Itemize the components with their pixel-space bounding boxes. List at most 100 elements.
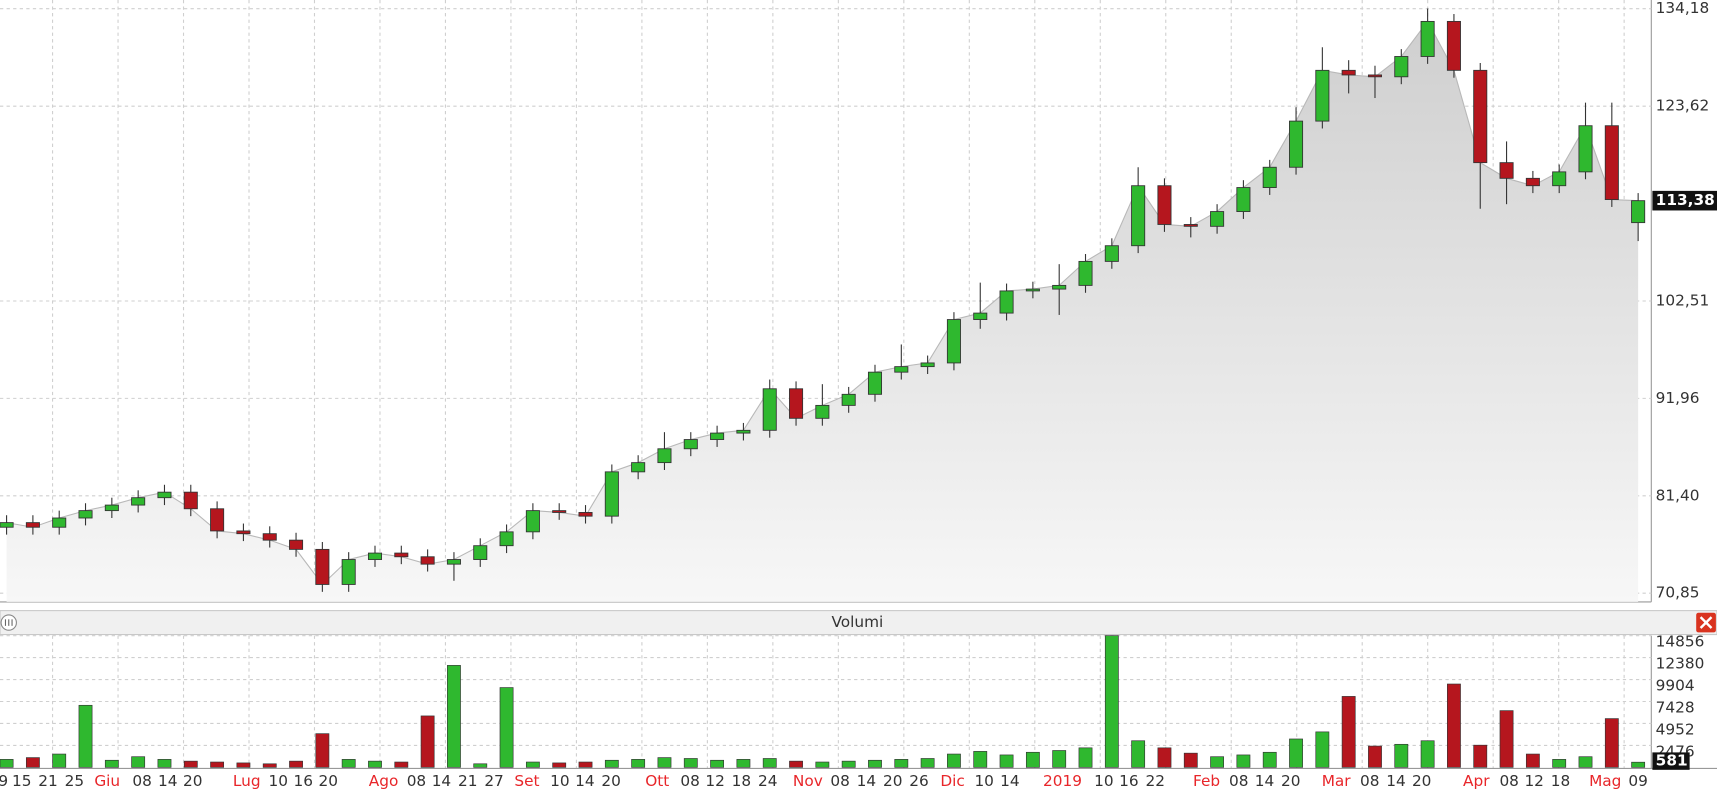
x-tick-label: 16: [1119, 772, 1138, 790]
candle-body: [1394, 56, 1409, 78]
candle-body: [604, 471, 619, 517]
candle-body: [1499, 162, 1514, 179]
volume-bar: [262, 763, 277, 768]
volume-bar: [52, 753, 67, 768]
volume-bar: [683, 758, 698, 768]
volume-title: Volumi: [832, 613, 884, 631]
last-price-box: [1652, 190, 1717, 211]
volume-bar: [236, 762, 251, 768]
candle-body: [1289, 120, 1304, 168]
candle-body: [1210, 211, 1225, 227]
x-tick-label: 08: [680, 772, 699, 790]
x-tick-label: 2019: [1043, 772, 1082, 790]
volume-bar: [289, 760, 303, 768]
volume-bar: [1236, 754, 1251, 768]
volume-bar: [1315, 731, 1330, 768]
candle-body: [1183, 224, 1198, 227]
volume-bar: [1104, 635, 1119, 768]
candle-body: [1552, 171, 1567, 187]
candle-body: [1420, 20, 1435, 57]
volume-bar: [710, 759, 725, 768]
x-tick-label: Nov: [793, 772, 823, 790]
x-tick-label: 20: [1281, 772, 1300, 790]
volume-bar: [1604, 718, 1619, 768]
volume-bar: [210, 761, 225, 768]
y-tick-label: 14856: [1656, 633, 1705, 651]
x-tick-label: Ago: [369, 772, 399, 790]
candle-body: [762, 388, 777, 431]
volume-bar: [1183, 752, 1198, 768]
volume-bar: [1289, 738, 1303, 768]
candle-body: [1025, 288, 1040, 292]
x-tick-label: 10: [550, 772, 569, 790]
close-button[interactable]: [1696, 612, 1716, 633]
candle-body: [1604, 125, 1619, 200]
x-tick-label: 08: [1229, 772, 1248, 790]
candle-body: [1341, 69, 1356, 76]
candle-body: [0, 522, 14, 528]
x-tick-label: Mag: [1589, 772, 1621, 790]
candle-body: [499, 531, 514, 547]
x-tick-label: 14: [1386, 772, 1405, 790]
candle-body: [1315, 69, 1330, 122]
candle-body: [525, 510, 540, 533]
candle-body: [25, 522, 40, 528]
candle-body: [683, 439, 698, 450]
candle-body: [552, 510, 567, 513]
candle-body: [104, 504, 119, 512]
x-tick-label: 12: [1524, 772, 1543, 790]
candle-body: [315, 548, 330, 585]
volume-bar: [973, 751, 988, 768]
x-tick-label: 18: [1551, 772, 1570, 790]
volume-bar: [894, 759, 909, 768]
x-tick-label: 18: [732, 772, 751, 790]
candle-body: [446, 559, 461, 565]
candle-body: [262, 533, 277, 541]
x-tick-label: 10: [269, 772, 288, 790]
volume-bar: [631, 759, 646, 768]
x-tick-label: 25: [65, 772, 84, 790]
volume-header: [0, 610, 1717, 636]
candle-body: [1236, 187, 1251, 212]
candle-body: [710, 432, 725, 440]
x-tick-label: 20: [601, 772, 620, 790]
volume-bar: [368, 760, 382, 768]
volume-bar: [447, 665, 461, 768]
x-tick-label: 14: [575, 772, 594, 790]
volume-bar: [131, 756, 146, 768]
x-tick-label: 08: [132, 772, 151, 790]
x-tick-label: 09: [1628, 772, 1647, 790]
x-tick-label: 15: [12, 772, 31, 790]
candle-body: [473, 545, 488, 560]
x-tick-label: Dic: [940, 772, 964, 790]
volume-bar: [841, 760, 856, 768]
y-tick-label: 4952: [1656, 721, 1695, 739]
last-volume-box: [1652, 752, 1690, 770]
y-tick-label: 12380: [1656, 655, 1705, 673]
x-tick-label: Mar: [1322, 772, 1352, 790]
volume-bar: [1552, 759, 1567, 768]
volume-bar: [1052, 750, 1067, 768]
x-tick-label: 16: [294, 772, 313, 790]
candle-body: [394, 552, 409, 558]
x-tick-label: 08: [830, 772, 849, 790]
x-tick-label: 24: [758, 772, 777, 790]
volume-bar: [104, 759, 119, 768]
volume-bar: [1157, 747, 1172, 768]
candle-body: [1262, 166, 1277, 188]
candle-body: [420, 556, 435, 565]
volume-bar: [1473, 744, 1488, 768]
candle-body: [157, 491, 172, 499]
volume-bar: [1499, 710, 1514, 768]
volume-bar: [341, 759, 356, 768]
candle-body: [815, 404, 830, 419]
volume-bar: [762, 758, 777, 768]
candle-body: [894, 366, 909, 373]
y-tick-label: 7428: [1656, 699, 1695, 717]
x-tick-label: 21: [458, 772, 477, 790]
volume-bar: [657, 757, 672, 768]
volume-bar: [473, 763, 488, 768]
candle-body: [1104, 245, 1119, 262]
candle-body: [841, 393, 856, 406]
volume-bar: [525, 761, 540, 768]
